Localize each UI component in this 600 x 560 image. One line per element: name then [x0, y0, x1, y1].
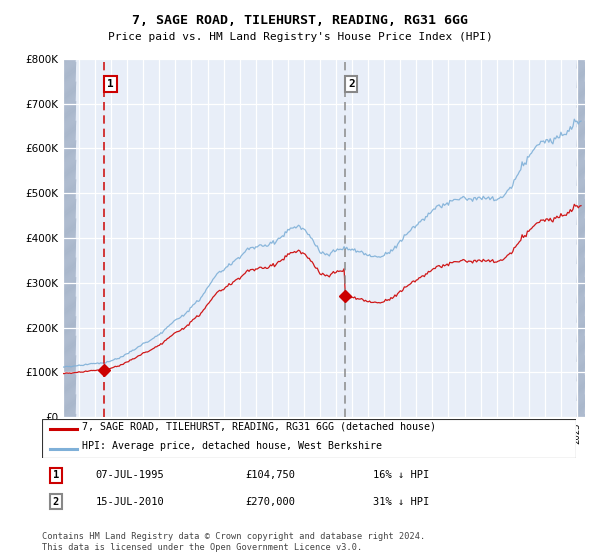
Text: HPI: Average price, detached house, West Berkshire: HPI: Average price, detached house, West…	[82, 441, 382, 451]
Text: 1: 1	[107, 79, 114, 89]
Text: 7, SAGE ROAD, TILEHURST, READING, RG31 6GG: 7, SAGE ROAD, TILEHURST, READING, RG31 6…	[132, 14, 468, 27]
Text: 16% ↓ HPI: 16% ↓ HPI	[373, 470, 430, 480]
Text: 2: 2	[53, 497, 59, 507]
FancyBboxPatch shape	[42, 419, 576, 458]
Bar	[63, 59, 76, 417]
Text: 15-JUL-2010: 15-JUL-2010	[95, 497, 164, 507]
Text: Price paid vs. HM Land Registry's House Price Index (HPI): Price paid vs. HM Land Registry's House …	[107, 32, 493, 43]
Text: 2: 2	[348, 79, 355, 89]
Text: Contains HM Land Registry data © Crown copyright and database right 2024.
This d: Contains HM Land Registry data © Crown c…	[42, 532, 425, 552]
Text: £270,000: £270,000	[245, 497, 295, 507]
Text: 07-JUL-1995: 07-JUL-1995	[95, 470, 164, 480]
Text: 7, SAGE ROAD, TILEHURST, READING, RG31 6GG (detached house): 7, SAGE ROAD, TILEHURST, READING, RG31 6…	[82, 422, 436, 431]
Bar	[577, 59, 585, 417]
Text: £104,750: £104,750	[245, 470, 295, 480]
Text: 1: 1	[53, 470, 59, 480]
Text: 31% ↓ HPI: 31% ↓ HPI	[373, 497, 430, 507]
